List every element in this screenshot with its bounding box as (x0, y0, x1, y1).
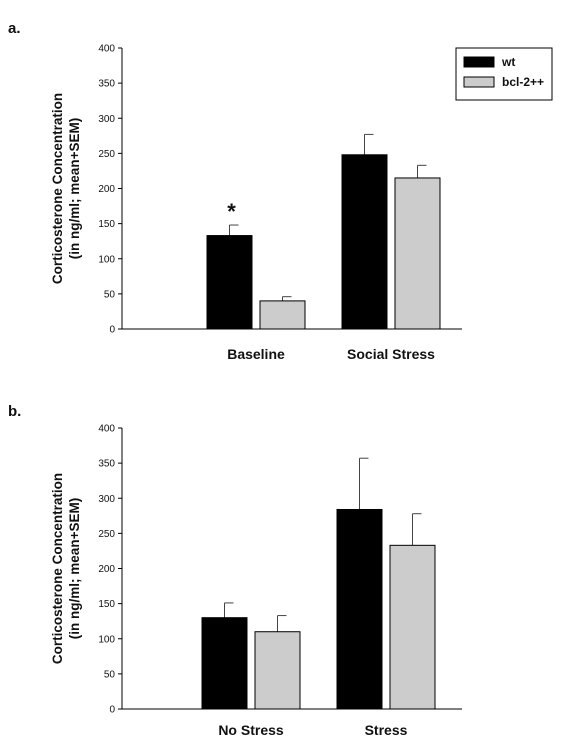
bar-bcl-2++-baseline (259, 300, 306, 330)
bar-wt-baseline (206, 235, 253, 330)
legend-swatch-bcl-2++ (463, 76, 495, 88)
y-axis-label-line: Corticosterone Concentration (50, 473, 65, 664)
legend-box (455, 47, 553, 101)
bar-bcl-2++-social-stress (394, 177, 441, 330)
y-tick-label: 200 (98, 184, 115, 195)
y-axis-label: Corticosterone Concentration (in ng/ml; m… (50, 93, 82, 284)
category-label: No Stress (218, 722, 284, 738)
y-axis-label-line: Corticosterone Concentration (50, 93, 65, 284)
category-label: Stress (365, 722, 408, 738)
y-tick-label: 0 (109, 325, 115, 336)
y-tick-label: 0 (109, 705, 115, 716)
y-tick-label: 100 (98, 254, 115, 265)
y-tick-label: 250 (98, 529, 115, 540)
y-tick-label: 100 (98, 634, 115, 645)
y-tick-label: 50 (104, 289, 116, 300)
y-axis-label: Corticosterone Concentration (in ng/ml; m… (50, 473, 82, 664)
y-tick-label: 200 (98, 564, 115, 575)
y-tick-label: 300 (98, 494, 115, 505)
legend-entry: wt (501, 55, 515, 69)
category-label: Social Stress (347, 346, 435, 362)
bar-bcl-2++-stress (389, 544, 436, 710)
y-tick-label: 50 (104, 669, 116, 680)
chart-panel-1: a. 0 50 100 150 200 250 300 350 400 Corticosterone… (8, 20, 553, 362)
y-tick-label: 250 (98, 149, 115, 160)
y-tick-label: 150 (98, 599, 115, 610)
y-axis-label-line: (in ng/ml; mean+SEM) (67, 498, 82, 639)
panel-label: a. (8, 20, 21, 37)
y-tick-label: 400 (98, 424, 115, 435)
legend-entry: bcl-2++ (502, 75, 544, 89)
panel-label: b. (8, 403, 21, 420)
y-axis-label-line: (in ng/ml; mean+SEM) (67, 118, 82, 259)
category-label: Baseline (227, 346, 285, 362)
y-tick-label: 400 (98, 44, 115, 55)
y-tick-label: 350 (98, 459, 115, 470)
y-tick-label: 300 (98, 114, 115, 125)
legend-swatch-wt (463, 56, 495, 68)
chart-panel-2: b. 0 50 100 150 200 250 300 350 400 Corticosterone… (8, 403, 462, 738)
bar-wt-stress (336, 508, 383, 710)
bar-bcl-2++-no-stress (254, 631, 301, 710)
y-tick-label: 350 (98, 79, 115, 90)
bar-wt-social-stress (341, 154, 388, 330)
significance-annotation: * (227, 199, 236, 224)
bar-wt-no-stress (201, 617, 248, 710)
y-tick-label: 150 (98, 219, 115, 230)
legend: wt bcl-2++ (455, 47, 553, 101)
